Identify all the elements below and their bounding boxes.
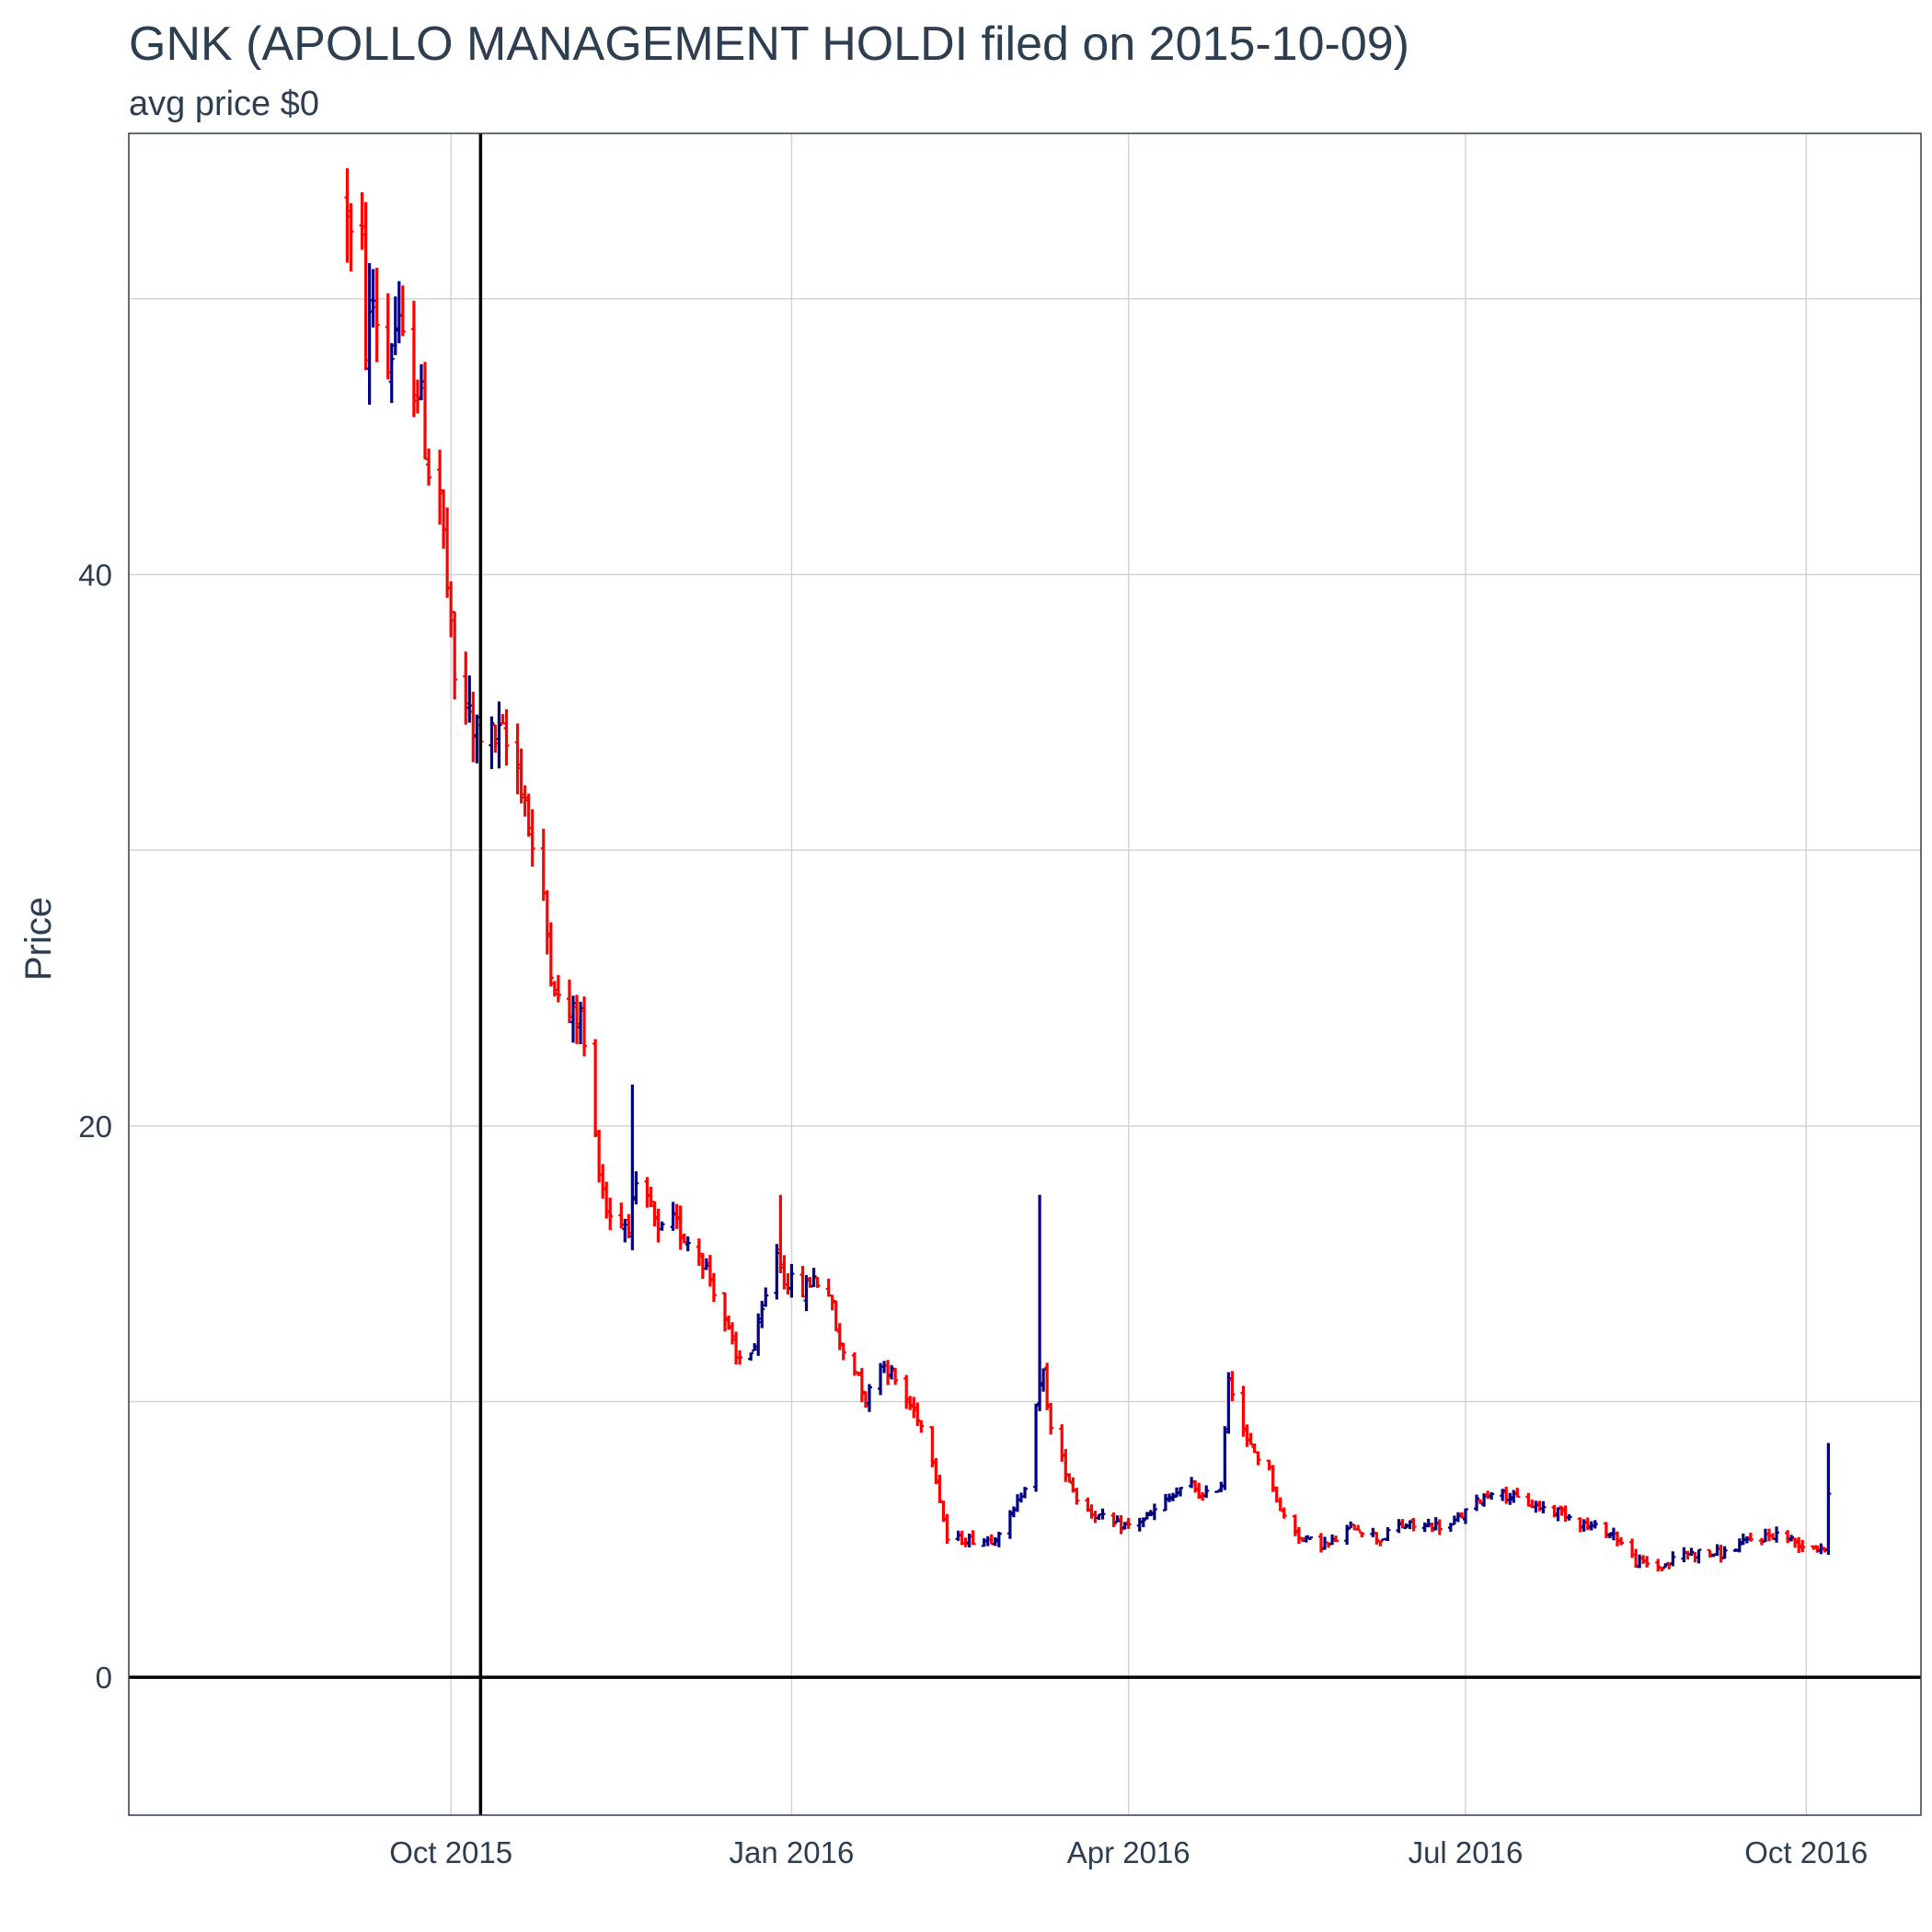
axis-labels: Oct 2015 Jan 2016 Apr 2016 Jul 2016 Oct 2016…: [78, 558, 1868, 1869]
x-tick-label: Oct 2016: [1744, 1835, 1868, 1869]
x-tick-label: Oct 2015: [389, 1835, 512, 1869]
y-tick-label: 20: [78, 1110, 112, 1144]
x-tick-label: Apr 2016: [1067, 1835, 1190, 1869]
chart-subtitle: avg price $0: [129, 85, 320, 123]
plot-panel-border: [128, 132, 1922, 1816]
ohlc-bars: [344, 167, 1832, 1572]
y-tick-label: 0: [96, 1661, 112, 1695]
x-tick-label: Jan 2016: [730, 1835, 855, 1869]
reference-lines: [129, 133, 1921, 1815]
y-tick-label: 40: [78, 558, 112, 592]
x-tick-label: Jul 2016: [1409, 1835, 1524, 1869]
chart-title: GNK (APOLLO MANAGEMENT HOLDI filed on 20…: [129, 17, 1409, 71]
grid-layer: [129, 133, 1921, 1815]
